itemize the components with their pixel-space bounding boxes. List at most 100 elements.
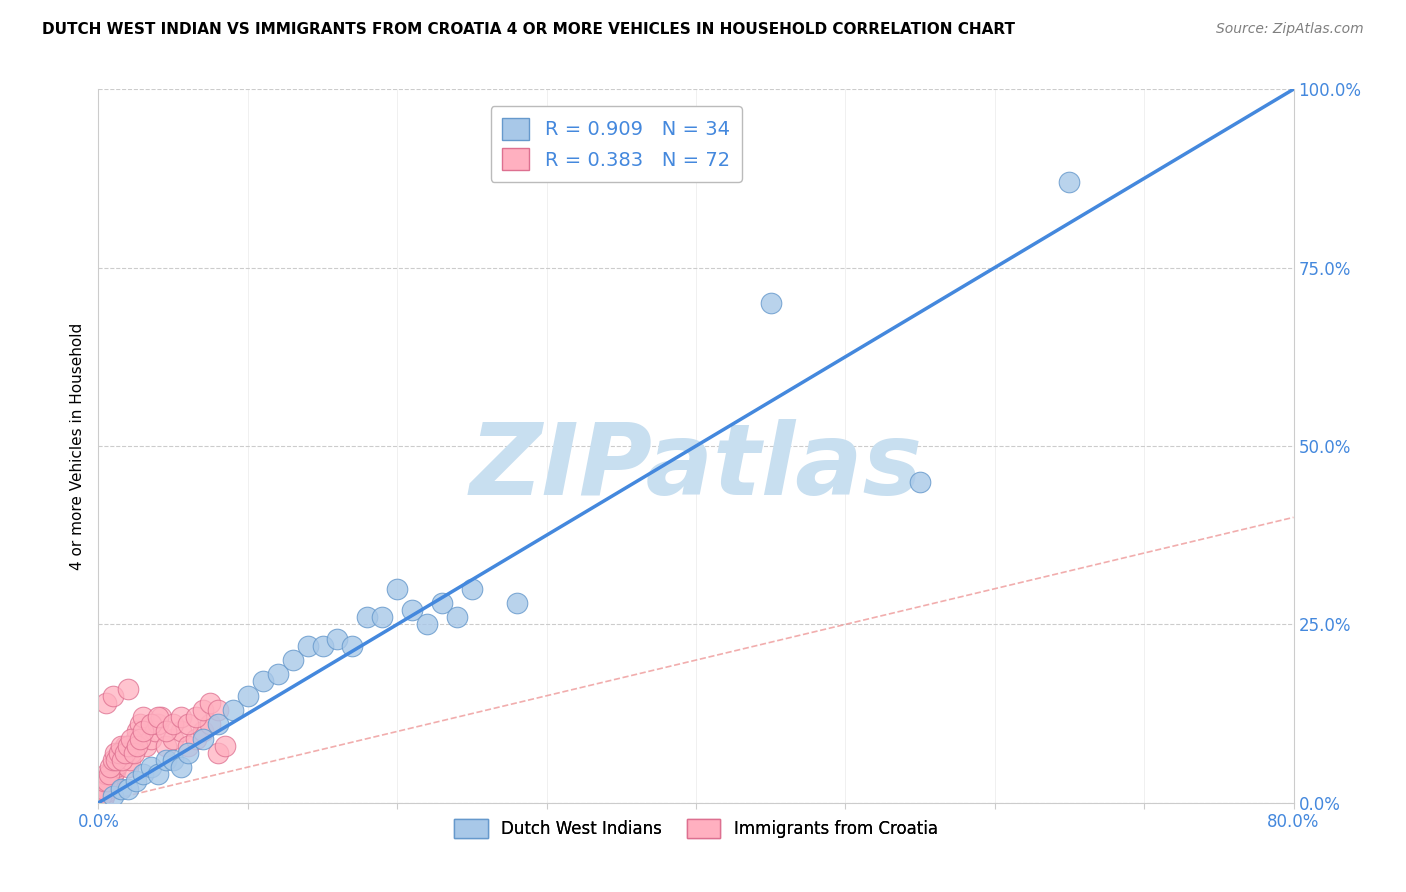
- Point: [132, 710, 155, 724]
- Point: [112, 742, 135, 756]
- Point: [506, 596, 529, 610]
- Point: [207, 717, 229, 731]
- Point: [326, 632, 349, 646]
- Point: [103, 789, 125, 803]
- Point: [214, 739, 236, 753]
- Point: [139, 760, 162, 774]
- Point: [184, 710, 207, 724]
- Point: [148, 767, 170, 781]
- Point: [446, 610, 468, 624]
- Point: [110, 749, 132, 764]
- Point: [169, 724, 191, 739]
- Point: [111, 746, 134, 760]
- Text: DUTCH WEST INDIAN VS IMMIGRANTS FROM CROATIA 4 OR MORE VEHICLES IN HOUSEHOLD COR: DUTCH WEST INDIAN VS IMMIGRANTS FROM CRO…: [42, 22, 1015, 37]
- Point: [125, 774, 148, 789]
- Point: [385, 582, 409, 596]
- Point: [105, 760, 128, 774]
- Point: [108, 746, 131, 760]
- Point: [103, 689, 125, 703]
- Point: [124, 746, 146, 760]
- Point: [132, 724, 155, 739]
- Point: [169, 710, 191, 724]
- Point: [222, 703, 245, 717]
- Point: [103, 767, 125, 781]
- Point: [120, 746, 142, 760]
- Point: [132, 767, 155, 781]
- Point: [135, 739, 157, 753]
- Point: [177, 717, 200, 731]
- Point: [97, 767, 120, 781]
- Point: [117, 681, 139, 696]
- Point: [93, 789, 115, 803]
- Point: [342, 639, 364, 653]
- Point: [162, 717, 184, 731]
- Point: [120, 731, 142, 746]
- Point: [98, 760, 122, 774]
- Point: [129, 717, 152, 731]
- Text: Source: ZipAtlas.com: Source: ZipAtlas.com: [1216, 22, 1364, 37]
- Point: [94, 785, 117, 799]
- Point: [143, 724, 166, 739]
- Point: [127, 724, 149, 739]
- Point: [103, 753, 125, 767]
- Point: [150, 710, 173, 724]
- Y-axis label: 4 or more Vehicles in Household: 4 or more Vehicles in Household: [69, 322, 84, 570]
- Point: [1059, 175, 1081, 189]
- Point: [94, 696, 117, 710]
- Point: [110, 781, 132, 796]
- Point: [281, 653, 304, 667]
- Point: [103, 760, 125, 774]
- Point: [121, 739, 143, 753]
- Point: [191, 703, 214, 717]
- Point: [200, 717, 222, 731]
- Point: [96, 781, 118, 796]
- Point: [207, 746, 229, 760]
- Text: ZIPatlas: ZIPatlas: [470, 419, 922, 516]
- Point: [148, 717, 170, 731]
- Point: [139, 717, 162, 731]
- Point: [148, 710, 170, 724]
- Point: [101, 771, 124, 785]
- Point: [129, 731, 152, 746]
- Point: [90, 789, 112, 803]
- Point: [252, 674, 274, 689]
- Point: [169, 760, 191, 774]
- Point: [104, 764, 127, 778]
- Point: [139, 731, 162, 746]
- Point: [117, 739, 139, 753]
- Point: [125, 731, 148, 746]
- Point: [114, 746, 136, 760]
- Point: [908, 475, 931, 489]
- Point: [117, 781, 139, 796]
- Point: [177, 739, 200, 753]
- Point: [94, 767, 117, 781]
- Point: [127, 739, 149, 753]
- Point: [93, 774, 115, 789]
- Legend: Dutch West Indians, Immigrants from Croatia: Dutch West Indians, Immigrants from Croa…: [447, 812, 945, 845]
- Point: [759, 296, 782, 310]
- Point: [91, 781, 114, 796]
- Point: [236, 689, 259, 703]
- Point: [207, 703, 229, 717]
- Point: [401, 603, 423, 617]
- Point: [91, 792, 114, 806]
- Point: [177, 746, 200, 760]
- Point: [114, 739, 136, 753]
- Point: [110, 739, 132, 753]
- Point: [430, 596, 453, 610]
- Point: [97, 778, 120, 792]
- Point: [107, 756, 129, 771]
- Point: [155, 739, 177, 753]
- Point: [98, 774, 122, 789]
- Point: [461, 582, 484, 596]
- Point: [297, 639, 319, 653]
- Point: [162, 731, 184, 746]
- Point: [371, 610, 394, 624]
- Point: [118, 753, 141, 767]
- Point: [416, 617, 439, 632]
- Point: [155, 753, 177, 767]
- Point: [191, 724, 214, 739]
- Point: [311, 639, 333, 653]
- Point: [356, 610, 378, 624]
- Point: [267, 667, 290, 681]
